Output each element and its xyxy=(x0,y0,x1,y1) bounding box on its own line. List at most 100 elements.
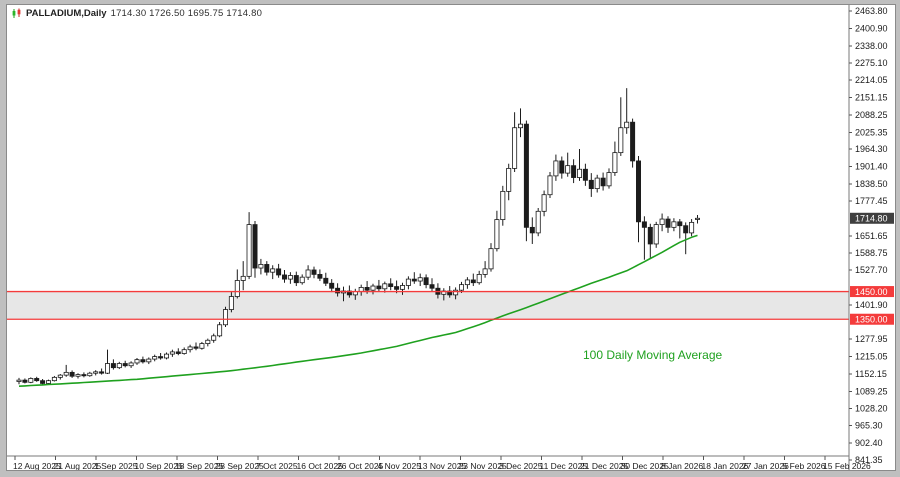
candle-body xyxy=(394,286,400,290)
candle-body xyxy=(535,210,541,234)
candle-body xyxy=(588,179,594,190)
price-tick-label: 1028.20 xyxy=(855,403,888,413)
price-tick-label: 2088.25 xyxy=(855,110,888,120)
price-tick-label: 2025.35 xyxy=(855,127,888,137)
candle-body xyxy=(46,380,52,384)
candle-body xyxy=(559,160,565,174)
candle-body xyxy=(152,356,158,360)
price-tick-label: 1527.70 xyxy=(855,265,888,275)
candle-body xyxy=(246,224,252,277)
candle-body xyxy=(323,277,329,284)
candle-body xyxy=(34,378,40,382)
price-tick-label: 1964.30 xyxy=(855,144,888,154)
candle-body xyxy=(128,362,134,367)
candle-body xyxy=(93,371,99,374)
price-tick-label: 2400.90 xyxy=(855,23,888,33)
ohlc-readout: 1714.30 1726.50 1695.75 1714.80 xyxy=(110,8,263,19)
candle-body xyxy=(163,353,169,359)
price-tick-label: 1777.45 xyxy=(855,196,888,206)
candle-body xyxy=(417,277,423,282)
date-tick-label: 15 Feb 2026 xyxy=(823,461,871,470)
candle-body xyxy=(158,356,164,359)
candle-body xyxy=(659,218,665,225)
price-tick-label: 841.35 xyxy=(855,455,883,465)
candle-body xyxy=(335,287,341,294)
date-tick-label: 26 Oct 2025 xyxy=(337,461,384,470)
date-tick-label: 7 Oct 2025 xyxy=(256,461,298,470)
current-price-tag-label: 1714.80 xyxy=(855,213,888,223)
candle-body xyxy=(51,376,57,382)
date-tick-label: 1 Sep 2025 xyxy=(94,461,138,470)
price-tick-label: 2338.00 xyxy=(855,41,888,51)
price-tick-label: 1215.05 xyxy=(855,352,888,362)
chart-plot-area[interactable]: 100 Daily Moving Average 2463.80 2400.90 2… xyxy=(7,5,895,470)
candle-body xyxy=(429,284,435,289)
candle-body xyxy=(187,346,193,351)
zone-lower-price-tag xyxy=(850,313,894,325)
candle-body xyxy=(305,269,311,278)
price-tick-label: 2275.10 xyxy=(855,58,888,68)
candle-body xyxy=(116,363,122,369)
candle-body xyxy=(630,121,636,162)
candle-body xyxy=(222,309,228,326)
candle-body xyxy=(211,335,217,341)
date-tick-label: 5 Feb 2026 xyxy=(783,461,826,470)
candle-body xyxy=(594,177,600,190)
candle-body xyxy=(636,160,642,223)
price-tick-label: 902.40 xyxy=(855,438,883,448)
candle-body xyxy=(423,277,429,286)
price-tick-label: 2151.15 xyxy=(855,93,888,103)
candle-body xyxy=(99,371,105,374)
candle-body xyxy=(193,346,199,349)
candle-body xyxy=(529,226,535,234)
date-tick-label: 27 Jan 2026 xyxy=(742,461,789,470)
candle-body xyxy=(199,343,205,349)
candle-body xyxy=(281,274,287,280)
candle-body xyxy=(606,172,612,187)
date-tick-label: 28 Sep 2025 xyxy=(216,461,264,470)
candle-body xyxy=(169,351,175,355)
candle-body xyxy=(317,274,323,279)
candle-body xyxy=(181,349,187,354)
date-tick-label: 4 Nov 2025 xyxy=(378,461,422,470)
chart-panel: 100 Daily Moving Average 2463.80 2400.90 2… xyxy=(6,4,896,471)
candle-body xyxy=(624,121,630,129)
date-tick-label: 21 Dec 2025 xyxy=(580,461,628,470)
chart-title-bar: PALLADIUM,Daily 1714.30 1726.50 1695.75 … xyxy=(11,8,262,19)
date-tick-label: 30 Dec 2025 xyxy=(621,461,669,470)
candle-body xyxy=(57,374,63,378)
candle-body xyxy=(565,165,571,174)
candle-body xyxy=(287,275,293,280)
candle-body xyxy=(134,359,140,364)
candle-body xyxy=(40,380,46,384)
date-tick-label: 18 Jan 2026 xyxy=(702,461,749,470)
candle-body xyxy=(69,371,75,377)
candle-body xyxy=(276,268,282,276)
candle-body xyxy=(683,225,689,234)
candle-body xyxy=(476,274,482,284)
candle-body xyxy=(612,152,618,173)
price-tick-label: 965.30 xyxy=(855,421,883,431)
candle-body xyxy=(299,276,305,284)
moving-average-line[interactable] xyxy=(18,234,698,387)
candle-body xyxy=(382,283,388,290)
candle-body xyxy=(577,168,583,178)
current-price-tag xyxy=(850,212,894,224)
candle-body xyxy=(488,248,494,270)
candle-body xyxy=(81,374,87,377)
symbol-timeframe-label: PALLADIUM,Daily xyxy=(26,8,107,19)
candle-body xyxy=(228,296,234,310)
candle-body xyxy=(217,324,223,337)
candle-body xyxy=(329,282,335,289)
candle-body xyxy=(234,280,240,297)
candle-body xyxy=(405,278,411,286)
candle-body xyxy=(264,264,270,273)
candle-body xyxy=(600,177,606,187)
price-tick-label: 1089.25 xyxy=(855,386,888,396)
candle-body xyxy=(453,289,459,296)
price-tick-label: 2214.05 xyxy=(855,75,888,85)
candle-body xyxy=(464,279,470,286)
zone-upper-price-tag-label: 1450.00 xyxy=(855,287,888,297)
candle-body xyxy=(75,374,81,377)
candle-body xyxy=(512,127,518,169)
